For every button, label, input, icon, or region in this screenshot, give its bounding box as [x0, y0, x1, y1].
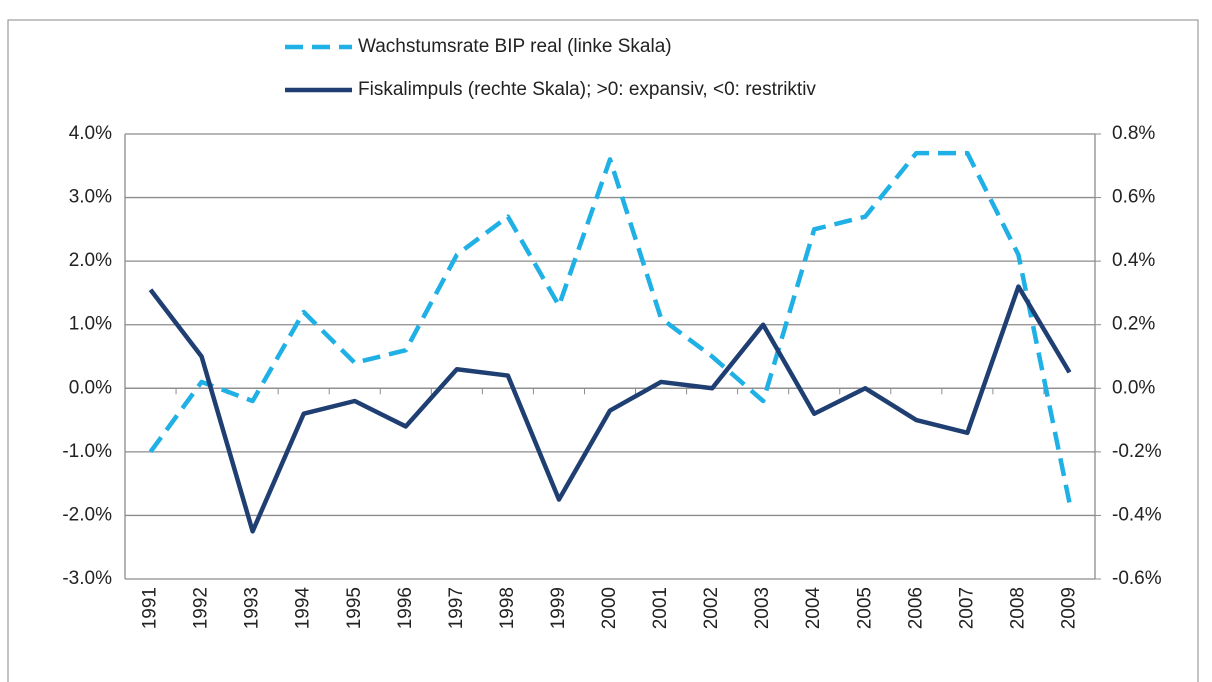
x-tick-label: 1994 [293, 587, 314, 630]
x-tick-label: 1998 [497, 587, 518, 629]
y2-tick-label: 0.2% [1112, 314, 1155, 335]
legend-label: Fiskalimpuls (rechte Skala); >0: expansi… [358, 79, 816, 100]
y-tick-label: -1.0% [62, 441, 112, 462]
x-tick-label: 2007 [956, 587, 977, 629]
y-tick-label: 2.0% [69, 250, 112, 271]
x-tick-label: 1999 [548, 587, 569, 629]
y2-tick-label: 0.0% [1112, 377, 1155, 398]
y2-tick-label: 0.8% [1112, 123, 1155, 144]
x-tick-label: 1995 [344, 587, 365, 629]
series-line [148, 150, 1072, 504]
y2-tick-label: -0.6% [1112, 568, 1162, 589]
x-tick-label: 2000 [599, 587, 620, 629]
x-tick-label: 1996 [395, 587, 416, 629]
x-tick-label: 1997 [446, 587, 467, 629]
x-tick-label: 1991 [140, 587, 161, 629]
y-tick-label: -2.0% [62, 504, 112, 525]
x-tick-label: 2008 [1007, 587, 1028, 629]
y2-tick-label: -0.4% [1112, 504, 1162, 525]
y-tick-label: 1.0% [69, 314, 112, 335]
x-tick-label: 1992 [191, 587, 212, 629]
x-tick-label: 2004 [803, 587, 824, 630]
y-tick-label: 0.0% [69, 377, 112, 398]
y-tick-label: 3.0% [69, 187, 112, 208]
legend-label: Wachstumsrate BIP real (linke Skala) [358, 36, 672, 57]
x-tick-label: 2006 [905, 587, 926, 629]
y2-tick-label: 0.6% [1112, 187, 1155, 208]
x-tick-label: 2002 [701, 587, 722, 629]
y2-tick-label: -0.2% [1112, 441, 1162, 462]
x-tick-label: 2005 [854, 587, 875, 629]
y-tick-label: 4.0% [69, 123, 112, 144]
x-tick-label: 2003 [752, 587, 773, 629]
chart-frame [7, 19, 1199, 682]
y-tick-label: -3.0% [62, 568, 112, 589]
x-tick-label: 1993 [242, 587, 263, 629]
series-line [148, 284, 1072, 534]
x-tick-label: 2001 [650, 587, 671, 629]
y2-tick-label: 0.4% [1112, 250, 1155, 271]
x-tick-label: 2009 [1058, 587, 1079, 629]
